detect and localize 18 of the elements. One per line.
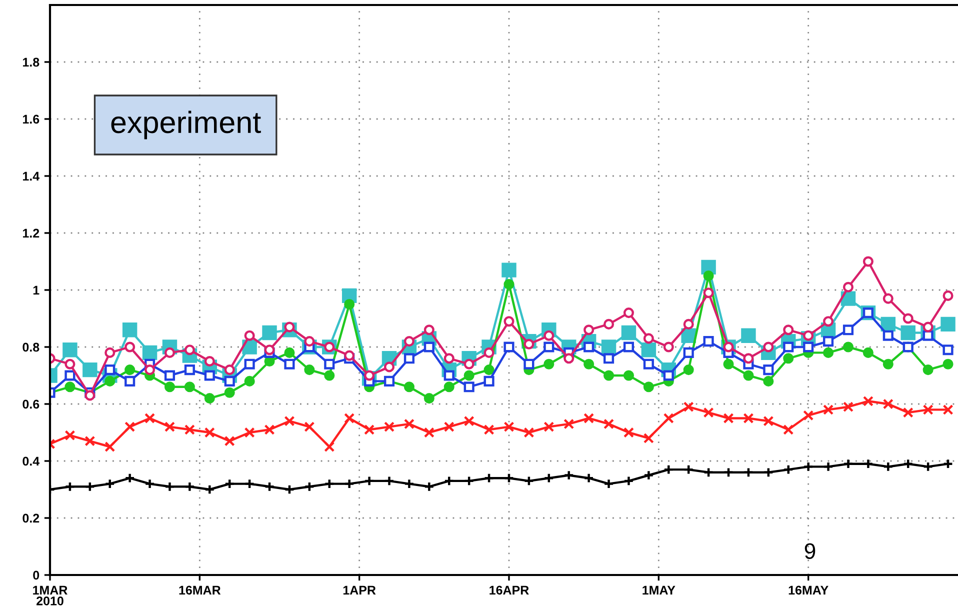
y-tick-label: 1.8 [22, 58, 40, 67]
x-tick-label: 1MAY [642, 586, 676, 594]
y-tick-label: 0 [33, 570, 40, 580]
y-tick-label: 0.6 [22, 400, 40, 409]
x-tick-label: 1APR [343, 586, 376, 594]
y-tick-label: 0.2 [22, 514, 40, 523]
x-tick-label: 16MAR [179, 586, 221, 595]
y-tick-label: 0.4 [22, 456, 40, 466]
x-tick-label: 1MAR 2010 [33, 586, 68, 606]
annotation: experiment [111, 110, 261, 140]
y-tick-label: 1.4 [22, 172, 40, 181]
y-tick-label: 1 [33, 286, 40, 295]
y-tick-label: 1.2 [22, 228, 40, 238]
x-tick-label: 16APR [490, 586, 529, 595]
x-tick-label: 16MAY [788, 586, 828, 595]
y-tick-label: 1.6 [22, 114, 40, 124]
y-tick-label: 0.8 [22, 342, 40, 352]
annotation: 9 [804, 543, 816, 559]
